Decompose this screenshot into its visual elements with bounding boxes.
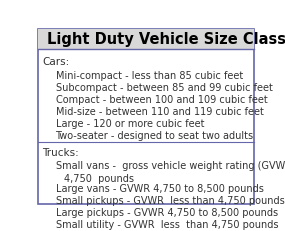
Text: Mid-size - between 110 and 119 cubic feet: Mid-size - between 110 and 119 cubic fee… — [56, 107, 263, 117]
FancyBboxPatch shape — [38, 30, 254, 50]
Text: Two-seater - designed to seat two adults: Two-seater - designed to seat two adults — [56, 131, 254, 141]
Text: Mini-compact - less than 85 cubic feet: Mini-compact - less than 85 cubic feet — [56, 70, 243, 80]
Text: Trucks:: Trucks: — [42, 147, 79, 157]
Text: Compact - between 100 and 109 cubic feet: Compact - between 100 and 109 cubic feet — [56, 95, 267, 105]
Text: Large - 120 or more cubic feet: Large - 120 or more cubic feet — [56, 119, 204, 129]
Text: Light Duty Vehicle Size Classes: Light Duty Vehicle Size Classes — [47, 32, 285, 47]
Text: Small utility - GVWR  less  than 4,750 pounds: Small utility - GVWR less than 4,750 pou… — [56, 219, 278, 229]
Text: Large vans - GVWR 4,750 to 8,500 pounds: Large vans - GVWR 4,750 to 8,500 pounds — [56, 183, 263, 193]
Text: Small pickups - GVWR  less than 4,750 pounds: Small pickups - GVWR less than 4,750 pou… — [56, 195, 284, 205]
Text: Cars:: Cars: — [42, 57, 70, 67]
Text: Large pickups - GVWR 4,750 to 8,500 pounds: Large pickups - GVWR 4,750 to 8,500 poun… — [56, 207, 278, 217]
Text: 4,750  pounds: 4,750 pounds — [64, 173, 134, 183]
Text: Small vans -  gross vehicle weight rating (GVWR) less than: Small vans - gross vehicle weight rating… — [56, 161, 285, 171]
Text: Subcompact - between 85 and 99 cubic feet: Subcompact - between 85 and 99 cubic fee… — [56, 82, 272, 92]
FancyBboxPatch shape — [38, 30, 254, 204]
